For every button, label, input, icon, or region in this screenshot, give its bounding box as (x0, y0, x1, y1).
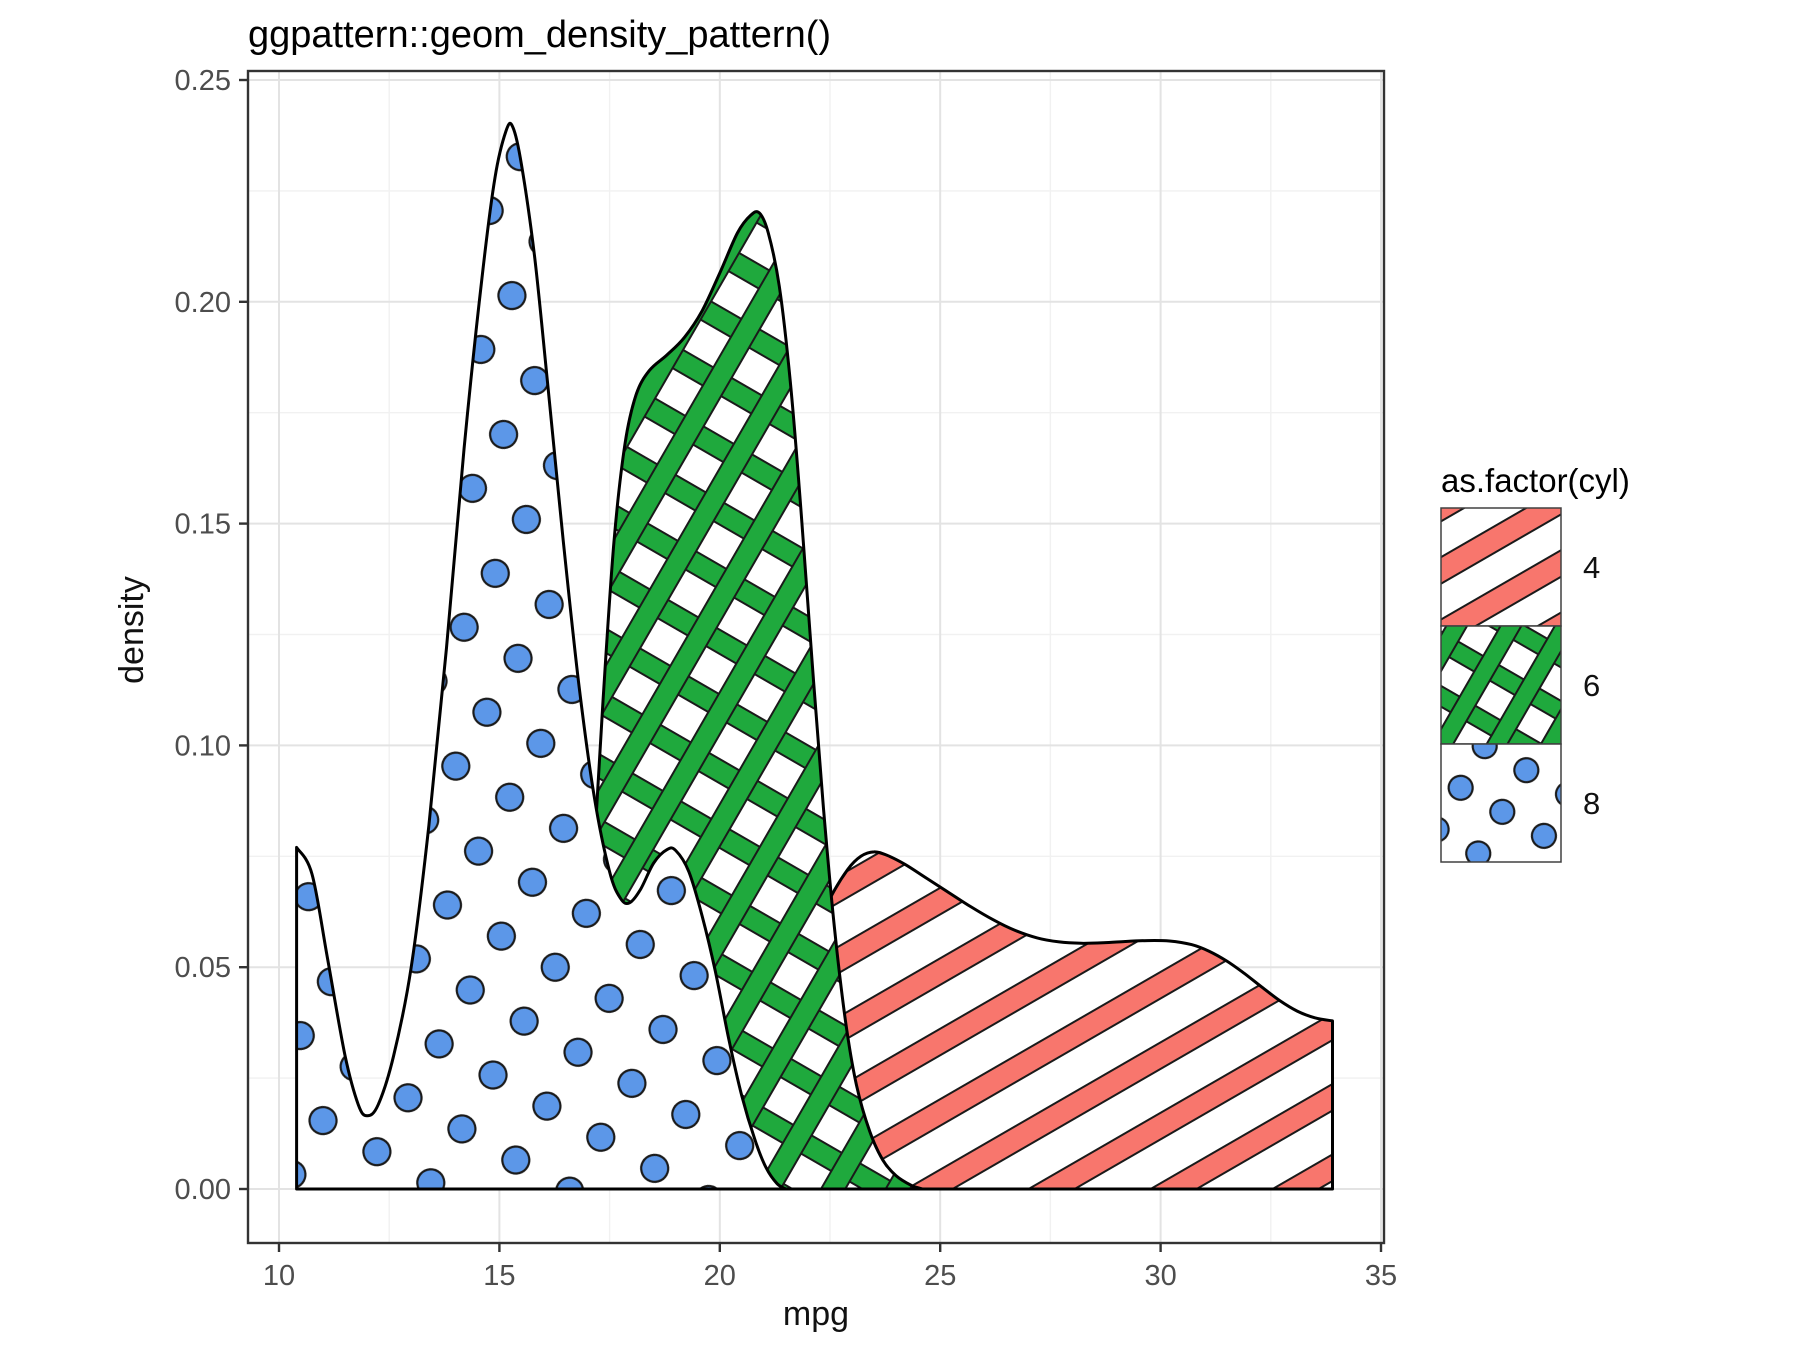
legend-key-pattern-circle (1441, 744, 1561, 862)
plot-title: ggpattern::geom_density_pattern() (248, 14, 831, 56)
y-tick-label: 0.10 (175, 730, 231, 762)
panel-border (246, 69, 1386, 1245)
legend-entry-label: 8 (1583, 786, 1600, 821)
x-tick-label: 35 (1365, 1260, 1397, 1292)
gridlines (248, 71, 1384, 1243)
density-area-pattern-cyl8 (296, 123, 786, 1190)
legend-entry-label: 4 (1583, 550, 1600, 585)
x-tick-label: 15 (483, 1260, 515, 1292)
density-areas (295, 121, 1334, 1191)
y-axis-ticks: 0.00 0.05 0.10 0.15 0.20 0.25 (175, 65, 248, 1206)
legend: as.factor(cyl) 4 6 8 (1440, 462, 1630, 863)
legend-title: as.factor(cyl) (1441, 462, 1630, 499)
x-tick-label: 25 (924, 1260, 956, 1292)
y-axis-title: density (113, 576, 151, 684)
y-tick-label: 0.05 (175, 952, 231, 984)
y-tick-label: 0.20 (175, 287, 231, 319)
legend-key-pattern-crosshatch (1441, 626, 1561, 744)
density-area-outline-cyl8 (295, 121, 788, 1191)
x-axis-title: mpg (783, 1295, 849, 1333)
y-tick-label: 0.00 (175, 1174, 231, 1206)
x-tick-label: 20 (704, 1260, 736, 1292)
y-tick-label: 0.25 (175, 65, 231, 97)
density-area-outline-cyl6 (557, 210, 925, 1191)
legend-entry-label: 6 (1583, 668, 1600, 703)
legend-key-border (1440, 743, 1562, 863)
legend-key-pattern-stripe (1441, 508, 1561, 626)
legend-keys: 4 6 8 (1440, 507, 1600, 863)
x-tick-label: 30 (1144, 1260, 1176, 1292)
legend-key-8: 8 (1440, 743, 1600, 863)
legend-key-4: 4 (1440, 507, 1600, 627)
x-axis-ticks: 10 15 20 25 30 35 (263, 1243, 1397, 1292)
legend-key-6: 6 (1440, 625, 1600, 745)
y-tick-label: 0.15 (175, 509, 231, 541)
x-tick-label: 10 (263, 1260, 295, 1292)
